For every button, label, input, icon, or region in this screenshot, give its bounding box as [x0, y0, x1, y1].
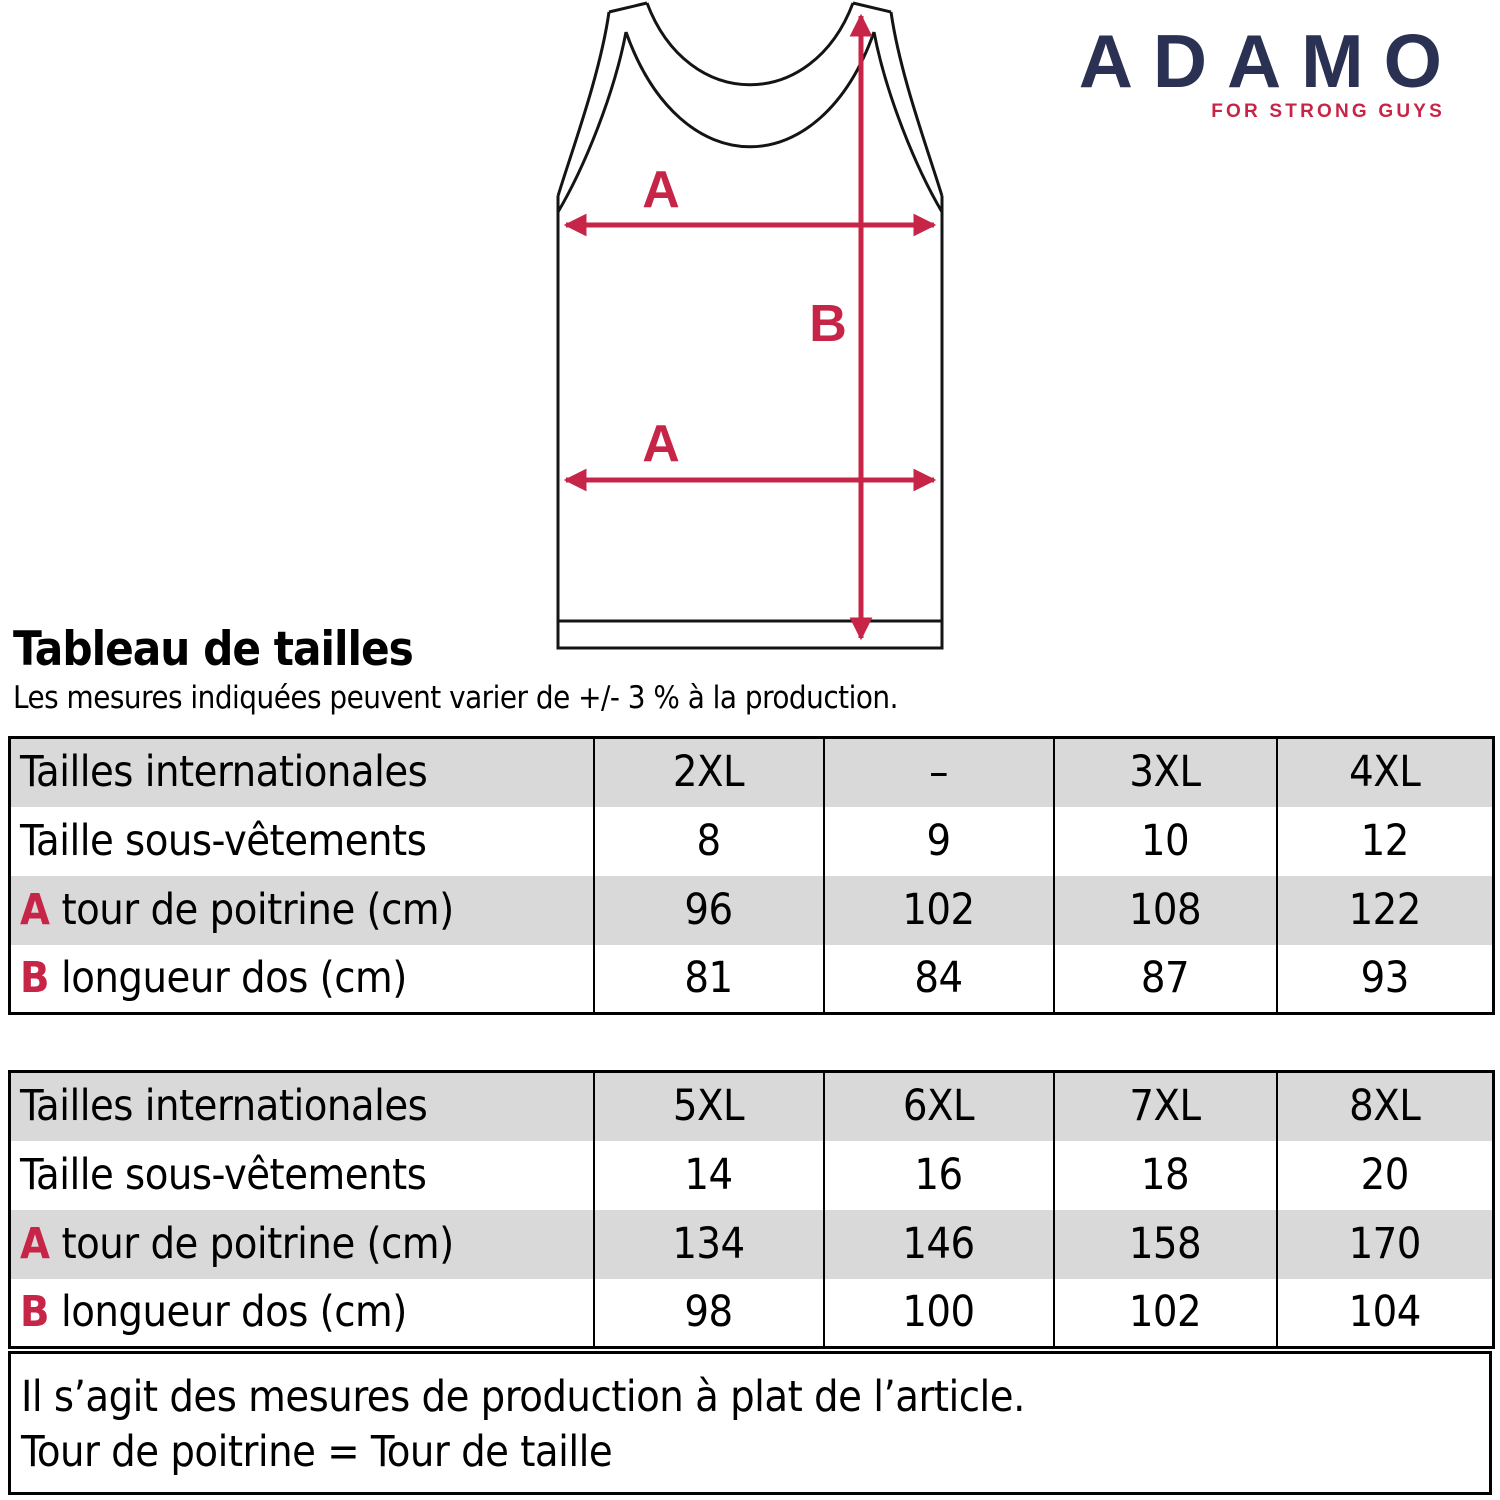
size-cell: 9 [822, 806, 1055, 876]
size-cell: 102 [822, 875, 1055, 945]
size-cell: 100 [822, 1278, 1055, 1348]
row-underwear-sizes: Taille sous-vêtements 14 16 18 20 [8, 1140, 1495, 1210]
measure-letter-a: A [20, 884, 50, 935]
size-cell: 16 [822, 1140, 1055, 1210]
size-cell: 18 [1052, 1140, 1278, 1210]
size-cell: 6XL [822, 1071, 1055, 1141]
size-cell: 122 [1275, 875, 1495, 945]
size-cell: 2XL [592, 737, 825, 807]
row-label-text: tour de poitrine (cm) [61, 1218, 454, 1269]
row-label: Taille sous-vêtements [8, 806, 595, 876]
footnote-box: Il s’agit des mesures de production à pl… [8, 1351, 1492, 1495]
size-cell: 170 [1275, 1209, 1495, 1279]
row-international-sizes: Tailles internationales 5XL 6XL 7XL 8XL [8, 1071, 1495, 1141]
measure-letter-b: B [20, 952, 49, 1003]
page-title: Tableau de tailles [13, 622, 414, 677]
row-label-text: longueur dos (cm) [60, 1286, 407, 1337]
size-cell: 108 [1052, 875, 1278, 945]
size-cell: 3XL [1052, 737, 1278, 807]
row-label: Tailles internationales [8, 737, 595, 807]
size-cell: 134 [592, 1209, 825, 1279]
brand-name: ADAMO [1078, 19, 1462, 103]
size-cell: 93 [1275, 944, 1495, 1014]
brand-logo: ADAMO FOR STRONG GUYS [1079, 24, 1445, 123]
size-cell: 14 [592, 1140, 825, 1210]
size-cell: 7XL [1052, 1071, 1278, 1141]
diagram-label-b: B [809, 295, 847, 353]
size-cell: 146 [822, 1209, 1055, 1279]
size-cell: 8XL [1275, 1071, 1495, 1141]
garment-outline [556, 1, 944, 650]
size-cell: 10 [1052, 806, 1278, 876]
size-cell: 12 [1275, 806, 1495, 876]
footnote-line-2: Tour de poitrine = Tour de taille [21, 1427, 613, 1477]
row-international-sizes: Tailles internationales 2XL – 3XL 4XL [8, 737, 1495, 807]
tank-top-diagram: A B A [556, 1, 944, 650]
footnote-line-1: Il s’agit des mesures de production à pl… [21, 1372, 1025, 1422]
size-cell: 102 [1052, 1278, 1278, 1348]
size-cell: 8 [592, 806, 825, 876]
row-label-text: longueur dos (cm) [60, 952, 407, 1003]
size-cell: 4XL [1275, 737, 1495, 807]
size-cell: 98 [592, 1278, 825, 1348]
size-table-5xl-8xl: Tailles internationales 5XL 6XL 7XL 8XL … [8, 1070, 1495, 1349]
size-cell: 5XL [592, 1071, 825, 1141]
size-cell: 96 [592, 875, 825, 945]
diagram-label-a-top: A [642, 161, 680, 219]
row-label: Tailles internationales [8, 1071, 595, 1141]
diagram-label-a-bottom: A [642, 415, 680, 473]
row-label: Taille sous-vêtements [8, 1140, 595, 1210]
brand-tagline: FOR STRONG GUYS [1211, 101, 1445, 122]
size-cell: 20 [1275, 1140, 1495, 1210]
size-cell: 84 [822, 944, 1055, 1014]
size-cell: 158 [1052, 1209, 1278, 1279]
size-table-2xl-4xl: Tailles internationales 2XL – 3XL 4XL Ta… [8, 736, 1495, 1015]
size-cell: – [822, 737, 1055, 807]
size-cell: 104 [1275, 1278, 1495, 1348]
page-subtitle: Les mesures indiquées peuvent varier de … [13, 680, 898, 716]
measure-letter-a: A [20, 1218, 50, 1269]
measure-letter-b: B [20, 1286, 49, 1337]
size-cell: 87 [1052, 944, 1278, 1014]
size-cell: 81 [592, 944, 825, 1014]
row-label-text: tour de poitrine (cm) [61, 884, 454, 935]
row-underwear-sizes: Taille sous-vêtements 8 9 10 12 [8, 806, 1495, 876]
